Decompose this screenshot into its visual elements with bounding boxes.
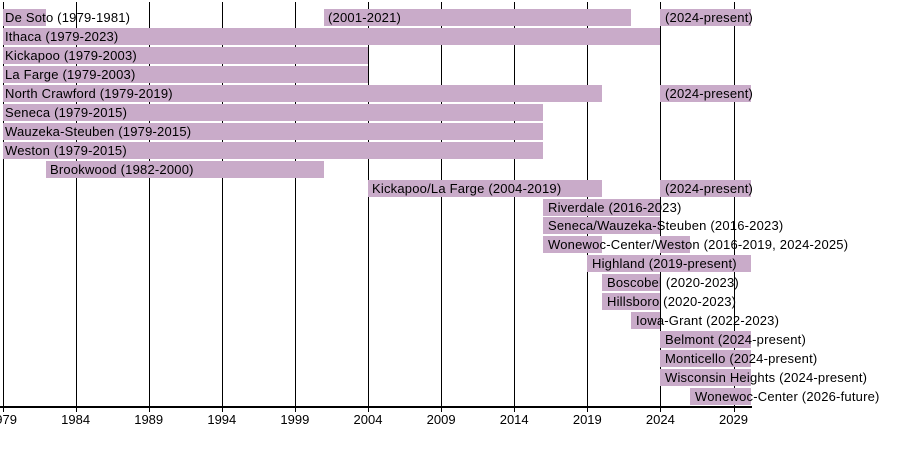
timeline-bar-wonewoc-center-weston (660, 236, 690, 254)
x-axis-tick-1994 (221, 408, 223, 412)
row-label-kickapoo: Kickapoo (1979-2003) (5, 47, 137, 63)
timeline-bar-wonewoc-center-weston (543, 236, 602, 254)
timeline-bar-monticello (660, 350, 752, 368)
gridline-1994 (221, 2, 223, 406)
row-label-ithaca: Ithaca (1979-2023) (5, 28, 119, 44)
row-label-wauzeka-steuben: Wauzeka-Steuben (1979-2015) (5, 123, 192, 139)
timeline-bar-ithaca (2, 27, 661, 45)
timeline-bar-kickapoo-la-farge (368, 179, 602, 197)
row-label-north-crawford: North Crawford (1979-2019) (5, 85, 173, 101)
gridline-1979 (2, 2, 4, 406)
row-label-la-farge: La Farge (1979-2003) (5, 66, 136, 82)
row-label-wonewoc-center: Wonewoc-Center (2026-future) (695, 389, 880, 404)
x-axis-tick-1989 (148, 408, 150, 412)
row-label-monticello: Monticello (2024-present) (665, 351, 818, 367)
x-axis-tick-label-2014: 2014 (499, 412, 529, 427)
x-axis-tick-label-1999: 1999 (280, 412, 310, 427)
gridline-2029 (733, 2, 735, 406)
row-label-weston: Weston (1979-2015) (5, 142, 127, 158)
timeline-bar-wonewoc-center (689, 388, 752, 405)
x-axis-tick-1984 (75, 408, 77, 412)
timeline-bar-north-crawford (2, 84, 602, 102)
x-axis-tick-label-1994: 1994 (207, 412, 237, 427)
timeline-bar-iowa-grant (631, 312, 661, 330)
timeline-bar-boscobel (601, 274, 661, 292)
row-label-seneca: Seneca (1979-2015) (5, 104, 128, 120)
gridline-2024 (660, 2, 662, 406)
x-axis-tick-label-2029: 2029 (719, 412, 748, 427)
row-label-wonewoc-center-weston: Wonewoc-Center/Weston (2016-2019, 2024-2… (548, 237, 849, 253)
gridline-1999 (294, 2, 296, 406)
gridline-2009 (441, 2, 443, 406)
timeline-bar-weston (2, 141, 544, 159)
row-label-belmont: Belmont (2024-present) (665, 332, 806, 348)
timeline-bar-seneca (2, 103, 544, 121)
row-label-north-crawford: (2024-present) (665, 85, 754, 101)
row-label-brookwood: Brookwood (1982-2000) (50, 161, 194, 177)
x-axis-tick-label-1984: 1984 (61, 412, 91, 427)
timeline-bar-de-soto (324, 9, 632, 26)
timeline-bar-la-farge (2, 65, 368, 83)
timeline-bar-wauzeka-steuben (2, 122, 544, 140)
timeline-bar-wisconsin-heights (660, 369, 752, 387)
row-label-wisconsin-heights: Wisconsin Heights (2024-present) (665, 370, 868, 386)
x-axis-tick-label-2019: 2019 (572, 412, 602, 427)
row-label-de-soto: (2024-present) (665, 10, 754, 25)
x-axis-tick-2014 (514, 408, 516, 412)
x-axis-line (0, 406, 752, 408)
timeline-bar-seneca-wauzeka-steuben (543, 217, 661, 235)
row-label-boscobel: Boscobel (2020-2023) (607, 275, 739, 291)
timeline-bar-kickapoo (2, 46, 368, 64)
gridline-1984 (75, 2, 77, 406)
x-axis-tick-label-2024: 2024 (645, 412, 675, 427)
row-label-riverdale: Riverdale (2016-2023) (548, 199, 682, 215)
timeline-bar-riverdale (543, 198, 661, 216)
timeline-bar-de-soto (2, 9, 47, 26)
row-label-kickapoo-la-farge: Kickapoo/La Farge (2004-2019) (372, 180, 562, 196)
row-label-iowa-grant: Iowa-Grant (2022-2023) (636, 313, 780, 329)
x-axis-tick-label-1989: 1989 (134, 412, 164, 427)
x-axis-tick-1979 (2, 408, 4, 412)
row-label-highland: Highland (2019-present) (592, 256, 737, 272)
x-axis-tick-2019 (587, 408, 589, 412)
x-axis-tick-2029 (733, 408, 735, 412)
x-axis-tick-label-2004: 2004 (353, 412, 383, 427)
row-label-kickapoo-la-farge: (2024-present) (665, 180, 754, 196)
row-label-de-soto: (2001-2021) (328, 10, 402, 25)
timeline-bar-highland (587, 255, 752, 273)
x-axis-tick-2024 (660, 408, 662, 412)
timeline-bar-de-soto (660, 9, 752, 26)
gridline-1989 (148, 2, 150, 406)
x-axis-tick-2004 (368, 408, 369, 412)
timeline-bar-brookwood (46, 160, 325, 178)
timeline-bar-north-crawford (660, 84, 752, 102)
x-axis-tick-1999 (294, 408, 296, 412)
x-axis-tick-label-2009: 2009 (426, 412, 456, 427)
gridline-2014 (514, 2, 516, 406)
row-label-hillsboro: Hillsboro (2020-2023) (607, 294, 737, 310)
row-label-seneca-wauzeka-steuben: Seneca/Wauzeka-Steuben (2016-2023) (548, 218, 784, 234)
x-axis-tick-label-1979: 1979 (0, 412, 17, 427)
timeline-bar-hillsboro (601, 293, 661, 311)
timeline-bar-belmont (660, 331, 752, 349)
x-axis-tick-2009 (441, 408, 443, 412)
row-label-de-soto: De Soto (1979-1981) (5, 10, 131, 25)
gridline-2004 (368, 2, 369, 406)
timeline-bar-kickapoo-la-farge (660, 179, 752, 197)
